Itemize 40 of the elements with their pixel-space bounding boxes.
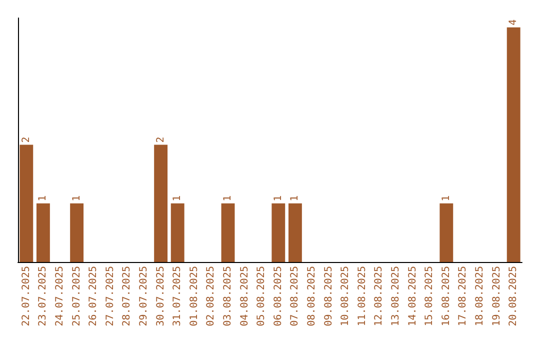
x-tick-label: 03.08.2025 — [222, 266, 234, 326]
data-label: 1 — [272, 195, 284, 202]
x-tick-label: 25.07.2025 — [71, 266, 82, 326]
data-label: 1 — [222, 195, 234, 202]
x-tick-label: 17.08.2025 — [458, 266, 469, 326]
x-tick-label: 08.08.2025 — [306, 266, 318, 326]
x-tick-label: 18.08.2025 — [474, 266, 486, 326]
data-label: 2 — [155, 136, 166, 143]
x-tick-label: 14.08.2025 — [407, 266, 418, 326]
x-tick-label: 02.08.2025 — [206, 266, 217, 326]
x-tick-label: 13.08.2025 — [390, 266, 402, 326]
x-tick-label: 07.08.2025 — [290, 266, 301, 326]
x-tick-label: 05.08.2025 — [256, 266, 268, 326]
x-tick-label: 11.08.2025 — [356, 266, 368, 326]
x-tick-label: 20.08.2025 — [508, 266, 520, 326]
data-label: 2 — [20, 136, 32, 143]
x-tick-label: 23.07.2025 — [38, 266, 49, 326]
x-tick-label: 04.08.2025 — [239, 266, 250, 326]
x-tick-label: 28.07.2025 — [122, 266, 133, 326]
x-tick-label: 31.07.2025 — [172, 266, 184, 326]
x-tick-label: 24.07.2025 — [54, 266, 66, 326]
x-tick-label: 16.08.2025 — [440, 266, 452, 326]
data-label: 1 — [290, 195, 301, 202]
data-label: 4 — [508, 19, 520, 26]
x-tick-label: 06.08.2025 — [272, 266, 284, 326]
x-tick-label: 26.07.2025 — [88, 266, 100, 326]
x-tick-label: 19.08.2025 — [491, 266, 502, 326]
x-tick-label: 09.08.2025 — [323, 266, 334, 326]
x-tick-label: 12.08.2025 — [374, 266, 385, 326]
data-label: 1 — [440, 195, 452, 202]
data-label: 1 — [71, 195, 82, 202]
x-tick-label: 27.07.2025 — [104, 266, 116, 326]
x-tick-label: 29.07.2025 — [138, 266, 150, 326]
data-label: 1 — [172, 195, 184, 202]
data-label: 1 — [38, 195, 49, 202]
x-tick-label: 10.08.2025 — [340, 266, 352, 326]
x-tick-label: 15.08.2025 — [424, 266, 436, 326]
x-tick-label: 22.07.2025 — [20, 266, 32, 326]
x-tick-label: 01.08.2025 — [188, 266, 200, 326]
x-tick-label: 30.07.2025 — [155, 266, 166, 326]
